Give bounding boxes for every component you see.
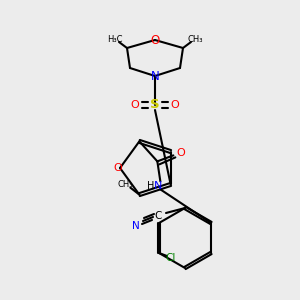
Text: Cl: Cl: [166, 253, 176, 263]
Text: O: O: [176, 148, 185, 158]
Text: CH₃: CH₃: [118, 180, 133, 189]
Text: O: O: [150, 34, 160, 46]
Text: O: O: [114, 163, 122, 173]
Text: S: S: [150, 98, 160, 112]
Text: N: N: [154, 182, 163, 191]
Text: H: H: [147, 182, 154, 191]
Text: N: N: [132, 221, 140, 231]
Text: O: O: [171, 100, 179, 110]
Text: C: C: [154, 211, 162, 221]
Text: O: O: [130, 100, 140, 110]
Text: N: N: [151, 70, 159, 83]
Text: CH₃: CH₃: [187, 35, 203, 44]
Text: H₃C: H₃C: [107, 35, 123, 44]
